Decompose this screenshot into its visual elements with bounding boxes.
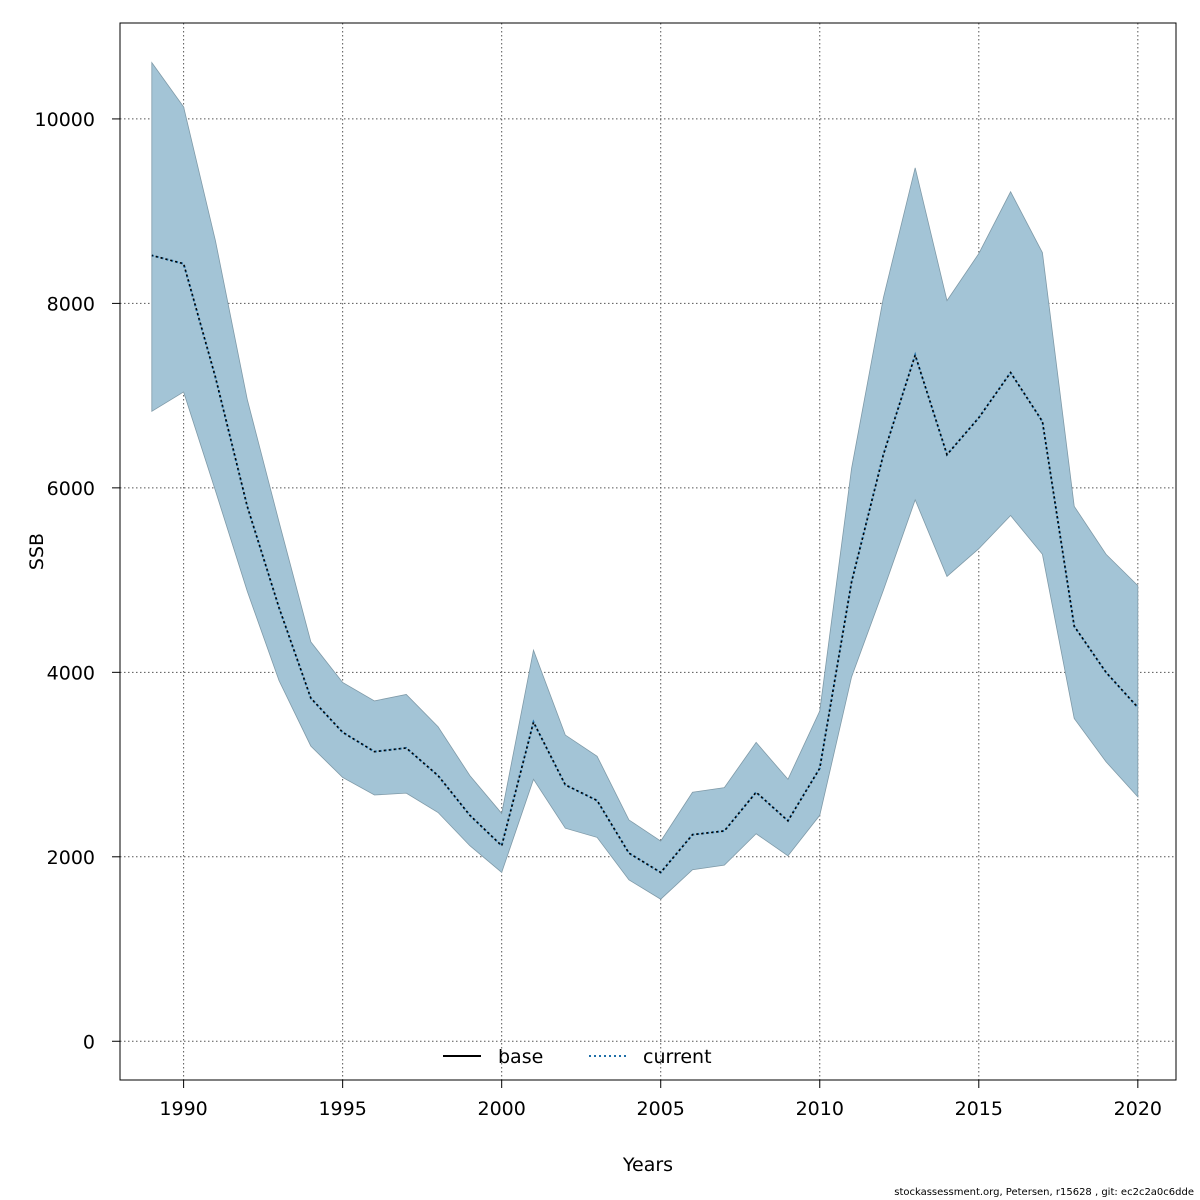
legend: base current [443, 1046, 712, 1068]
confidence-band-layer [151, 61, 1139, 900]
x-tick-label-1995: 1995 [318, 1098, 366, 1120]
x-tick-label-2005: 2005 [637, 1098, 685, 1120]
y-tick-label-10000: 10000 [35, 109, 95, 131]
legend-label-current: current [643, 1046, 712, 1068]
y-tick-label-8000: 8000 [47, 293, 95, 315]
y-tick-label-6000: 6000 [47, 478, 95, 500]
y-axis: 0 2000 4000 6000 8000 10000 [35, 109, 121, 1053]
x-tick-label-2000: 2000 [478, 1098, 526, 1120]
y-tick-label-0: 0 [83, 1031, 95, 1053]
x-axis: 1990 1995 2000 2005 2010 2015 2020 [159, 1079, 1162, 1120]
series-line-current [151, 254, 1139, 874]
series-lines [151, 254, 1139, 874]
x-tick-label-1990: 1990 [159, 1098, 207, 1120]
y-tick-label-4000: 4000 [47, 662, 95, 684]
legend-label-base: base [498, 1046, 543, 1068]
confidence-band [151, 61, 1139, 900]
footer-credit: stockassessment.org, Petersen, r15628 , … [894, 1187, 1194, 1198]
y-axis-title: SSB [26, 533, 48, 570]
x-tick-label-2015: 2015 [955, 1098, 1003, 1120]
y-tick-label-2000: 2000 [47, 847, 95, 869]
x-axis-title: Years [622, 1154, 673, 1176]
x-tick-label-2020: 2020 [1114, 1098, 1162, 1120]
grid-lines [120, 23, 1176, 1080]
x-tick-label-2010: 2010 [796, 1098, 844, 1120]
